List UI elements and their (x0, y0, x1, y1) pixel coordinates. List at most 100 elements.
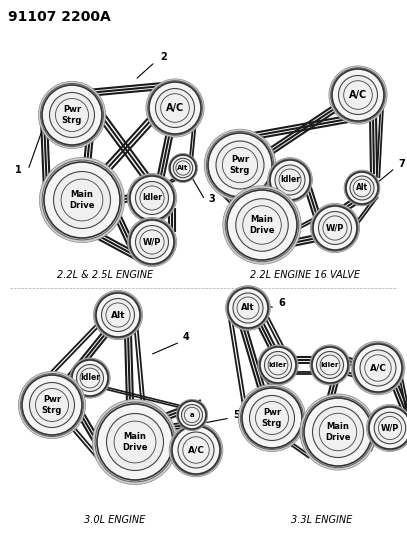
Circle shape (184, 407, 200, 423)
Circle shape (171, 425, 221, 475)
Circle shape (265, 351, 291, 378)
Circle shape (267, 158, 313, 203)
Circle shape (312, 347, 348, 383)
Text: W/P: W/P (143, 238, 161, 246)
Circle shape (149, 82, 201, 134)
Text: 7: 7 (398, 159, 405, 169)
Circle shape (310, 345, 350, 385)
Circle shape (95, 292, 141, 338)
Circle shape (71, 359, 109, 397)
Circle shape (155, 88, 195, 127)
Circle shape (20, 374, 83, 437)
Text: W/P: W/P (326, 223, 344, 232)
Text: 6: 6 (278, 298, 285, 308)
Text: 2.2L & 2.5L ENGINE: 2.2L & 2.5L ENGINE (57, 270, 153, 280)
Circle shape (304, 398, 372, 466)
Circle shape (204, 129, 276, 201)
Circle shape (300, 394, 376, 470)
Circle shape (92, 399, 177, 484)
Circle shape (61, 179, 103, 221)
Circle shape (241, 386, 304, 449)
Circle shape (365, 355, 391, 381)
Circle shape (302, 397, 374, 467)
Circle shape (259, 346, 297, 384)
Text: A/C: A/C (188, 446, 204, 455)
Circle shape (176, 161, 190, 175)
Circle shape (344, 170, 380, 206)
Circle shape (42, 160, 122, 240)
Circle shape (72, 360, 108, 396)
Circle shape (97, 404, 173, 480)
Text: 91107 2200A: 91107 2200A (8, 10, 111, 24)
Text: Main
Drive: Main Drive (122, 432, 148, 451)
Circle shape (256, 401, 289, 434)
Circle shape (379, 416, 402, 440)
Circle shape (38, 82, 105, 149)
Text: 2.2L ENGINE 16 VALVE: 2.2L ENGINE 16 VALVE (250, 270, 360, 280)
Circle shape (35, 389, 68, 422)
Text: Idler: Idler (321, 362, 339, 368)
Circle shape (173, 158, 193, 177)
Text: W/P: W/P (381, 424, 399, 432)
Circle shape (368, 406, 407, 450)
Circle shape (354, 344, 402, 392)
Circle shape (331, 68, 385, 122)
Circle shape (136, 182, 168, 214)
Circle shape (311, 204, 360, 253)
Circle shape (114, 421, 156, 463)
Circle shape (44, 162, 120, 238)
Text: 4: 4 (183, 332, 190, 342)
Circle shape (80, 368, 100, 388)
Text: Idler: Idler (142, 193, 162, 203)
Circle shape (329, 66, 387, 124)
Circle shape (319, 212, 352, 245)
Circle shape (236, 199, 288, 251)
Circle shape (323, 216, 347, 240)
Circle shape (319, 413, 357, 451)
Circle shape (350, 176, 374, 200)
Circle shape (242, 388, 302, 448)
Text: Idler: Idler (269, 362, 287, 368)
Circle shape (275, 165, 305, 195)
Circle shape (369, 407, 407, 449)
Text: A/C: A/C (349, 90, 367, 100)
Circle shape (208, 133, 272, 197)
Circle shape (22, 375, 82, 435)
Circle shape (279, 169, 301, 191)
Circle shape (222, 148, 258, 183)
Circle shape (269, 159, 311, 201)
Circle shape (140, 230, 164, 254)
Circle shape (129, 175, 175, 221)
Circle shape (183, 437, 209, 463)
Circle shape (146, 79, 204, 137)
Text: A/C: A/C (166, 103, 184, 113)
Circle shape (161, 94, 189, 122)
Circle shape (227, 190, 297, 260)
Circle shape (106, 303, 130, 327)
Text: A/C: A/C (370, 364, 386, 373)
Circle shape (176, 399, 208, 431)
Circle shape (332, 69, 384, 121)
Circle shape (311, 346, 349, 384)
Circle shape (366, 405, 407, 451)
Circle shape (18, 372, 85, 439)
Circle shape (227, 287, 269, 329)
Circle shape (345, 171, 379, 205)
Circle shape (127, 173, 177, 223)
Circle shape (223, 186, 301, 264)
Circle shape (178, 401, 206, 429)
Circle shape (70, 358, 110, 398)
Circle shape (172, 426, 220, 474)
Circle shape (95, 402, 175, 482)
Text: 3.0L ENGINE: 3.0L ENGINE (84, 515, 146, 525)
Circle shape (339, 76, 378, 115)
Circle shape (351, 341, 405, 395)
Circle shape (216, 141, 264, 189)
Circle shape (136, 225, 168, 259)
Circle shape (313, 206, 357, 250)
Text: Alt: Alt (111, 311, 125, 319)
Circle shape (101, 298, 134, 332)
Text: a: a (190, 412, 194, 418)
Circle shape (169, 155, 197, 182)
Circle shape (130, 176, 174, 220)
